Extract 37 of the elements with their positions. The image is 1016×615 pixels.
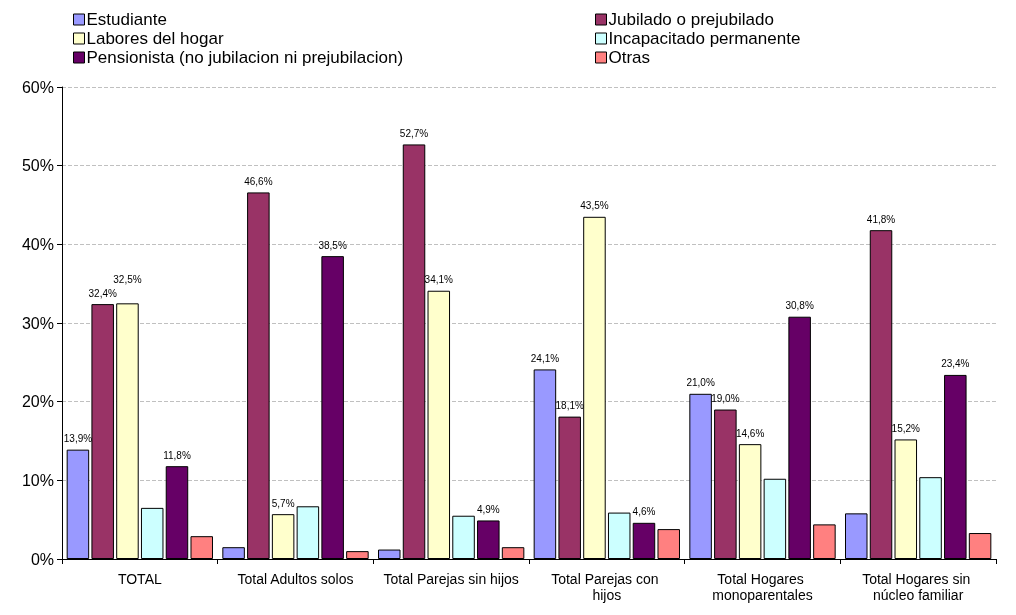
legend-label: Estudiante (86, 10, 167, 29)
y-tick-label: 20% (21, 393, 54, 411)
x-tick-label: TOTAL (117, 571, 162, 587)
x-tick-label: Total Parejas sin hijos (383, 571, 519, 587)
y-tick-label: 0% (30, 550, 54, 568)
data-label: 15,2% (891, 422, 921, 434)
data-label: 30,8% (785, 300, 814, 312)
data-label: 4,6% (632, 506, 656, 518)
legend-label: Pensionista (no jubilacion ni prejubilacion) (86, 48, 404, 67)
data-label: 32,4% (88, 287, 117, 299)
y-tick-label: 10% (21, 471, 54, 489)
data-label: 21,0% (686, 377, 715, 389)
legend-label: Otras (608, 48, 651, 67)
legend-label: Jubilado o prejubilado (608, 10, 774, 29)
x-tick-label: Total Hogares sin núcleo familiar (862, 571, 975, 603)
data-label: 46,6% (244, 175, 273, 187)
data-label: 4,9% (476, 503, 500, 515)
x-tick-label: Total Parejas con hijos (551, 571, 663, 603)
y-tick-label: 30% (21, 314, 54, 332)
legend-label: Labores del hogar (86, 29, 224, 48)
data-label: 23,4% (941, 358, 970, 370)
data-label: 5,7% (271, 497, 295, 509)
y-tick-label: 60% (21, 78, 54, 96)
x-tick-label: Total Adultos solos (237, 571, 354, 587)
data-label: 38,5% (318, 239, 347, 251)
data-label: 32,5% (113, 273, 142, 285)
data-label: 52,7% (399, 127, 429, 139)
data-label: 41,8% (866, 213, 896, 225)
data-label: 24,1% (530, 352, 560, 364)
data-label: 34,1% (424, 274, 454, 286)
data-label: 19,0% (711, 393, 740, 405)
legend-label: Incapacitado permanente (608, 29, 801, 48)
data-label: 11,8% (163, 449, 191, 461)
y-tick-label: 40% (21, 235, 54, 253)
data-label: 43,5% (580, 200, 609, 212)
y-tick-label: 50% (21, 157, 54, 175)
x-tick-label: Total Hogares monoparentales (712, 571, 813, 603)
